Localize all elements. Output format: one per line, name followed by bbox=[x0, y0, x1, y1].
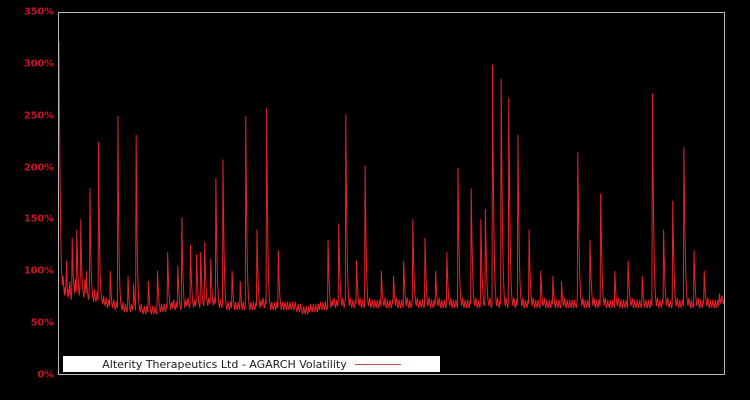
plot-area bbox=[58, 12, 725, 375]
y-axis-tick-label: 0% bbox=[37, 369, 54, 381]
volatility-line bbox=[59, 42, 724, 314]
y-axis-tick-labels: 0% 50% 100% 150% 200% 250% 300% 350% bbox=[0, 0, 54, 400]
legend-line-swatch bbox=[354, 363, 401, 365]
y-axis-tick-label: 250% bbox=[23, 110, 54, 122]
y-axis-tick-label: 50% bbox=[30, 317, 55, 329]
legend-label: Alterity Therapeutics Ltd - AGARCH Volat… bbox=[102, 357, 347, 371]
chart-legend: Alterity Therapeutics Ltd - AGARCH Volat… bbox=[63, 356, 440, 372]
y-axis-tick-label: 300% bbox=[23, 58, 54, 70]
y-axis-tick-label: 150% bbox=[23, 213, 54, 225]
y-axis-tick-label: 350% bbox=[23, 6, 54, 18]
y-axis-tick-label: 200% bbox=[23, 162, 54, 174]
volatility-series-svg bbox=[59, 13, 724, 374]
y-axis-tick-label: 100% bbox=[23, 265, 54, 277]
